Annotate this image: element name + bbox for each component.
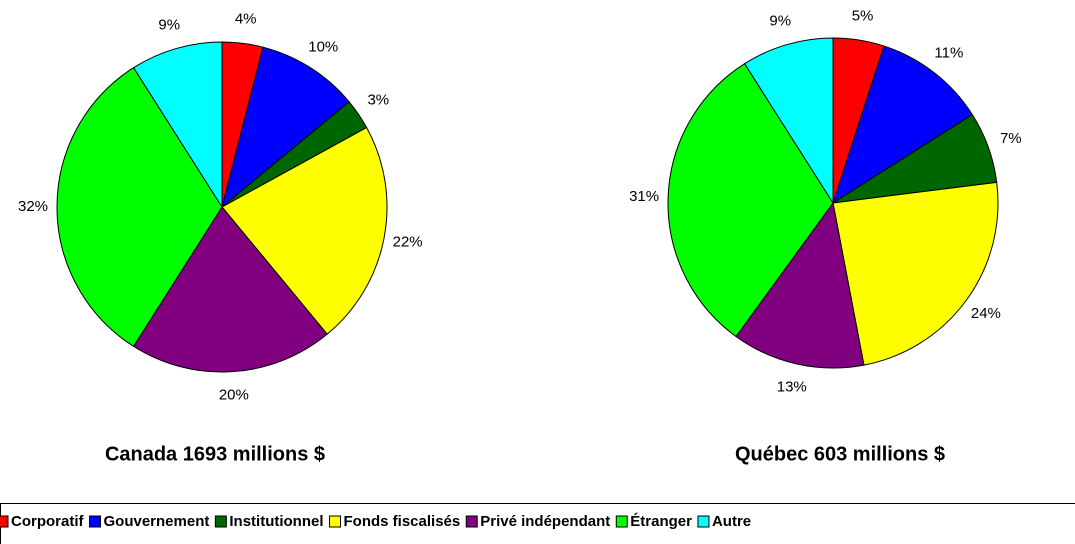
- legend-label: Autre: [712, 513, 751, 530]
- data-label: 4%: [235, 10, 257, 27]
- pie-slice: [132, 41, 223, 209]
- pie-slice: [735, 201, 865, 369]
- data-label: 10%: [308, 38, 338, 55]
- pie-slice: [743, 37, 834, 205]
- data-label: 11%: [934, 45, 963, 62]
- legend-label: Corporatif: [11, 513, 85, 530]
- data-label: 5%: [852, 7, 874, 24]
- legend-label: Gouvernement: [104, 513, 210, 530]
- chart-title: Canada 1693 millions $: [105, 443, 325, 465]
- data-label: 9%: [158, 16, 180, 33]
- pie-slice: [832, 45, 974, 205]
- legend-swatch: [329, 515, 342, 528]
- pie-slice: [221, 46, 350, 209]
- legend-label: Privé indépendant: [480, 513, 610, 530]
- data-label: 31%: [629, 188, 659, 205]
- data-label: 22%: [393, 233, 423, 250]
- pie-slice: [832, 181, 999, 366]
- pie-slice: [132, 206, 328, 373]
- legend-swatch: [89, 515, 101, 528]
- legend-label: Institutionnel: [229, 513, 323, 530]
- legend-swatch: [214, 515, 227, 528]
- pie-slice: [221, 126, 388, 335]
- data-label: 7%: [1000, 130, 1022, 147]
- legend-swatch: [615, 515, 628, 528]
- legend-label: Fonds fiscalisés: [344, 513, 461, 530]
- data-label: 20%: [219, 387, 249, 404]
- pie-slice: [667, 62, 834, 338]
- data-label: 3%: [367, 92, 389, 109]
- legend-swatch: [465, 515, 478, 528]
- data-label: 24%: [971, 305, 1001, 322]
- legend-swatch: [0, 515, 9, 528]
- data-label: 13%: [777, 378, 807, 395]
- chart-title: Québec 603 millions $: [735, 443, 945, 465]
- data-label: 32%: [18, 198, 48, 215]
- pie-slice: [56, 66, 223, 348]
- data-label: 9%: [769, 12, 791, 29]
- legend-label: Étranger: [630, 513, 692, 530]
- legend-swatch: [697, 515, 710, 528]
